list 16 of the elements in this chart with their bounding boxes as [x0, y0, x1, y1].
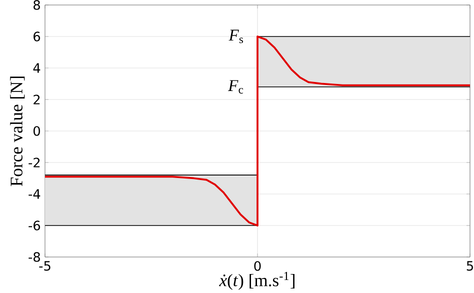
- annotation: F$_{s}$: [228, 30, 243, 44]
- x-axis-title: ẋ(t) [m.s$^{-1}$]: [219, 272, 294, 290]
- y-tick-label: 8: [34, 0, 40, 10]
- y-tick-label: -8: [28, 252, 40, 262]
- y-tick-label: -4: [28, 189, 40, 199]
- x-tick-label: -5: [39, 261, 50, 271]
- y-tick-label: 2: [34, 94, 40, 104]
- y-axis-title: Force value [N]: [10, 76, 25, 186]
- y-tick-label: 0: [34, 126, 40, 136]
- y-tick-label: -2: [28, 158, 40, 168]
- y-tick-label: 4: [33, 63, 40, 73]
- annotation: F$_{c}$: [228, 80, 244, 94]
- x-tick-label: 5: [466, 261, 473, 271]
- y-tick-label: 6: [34, 32, 40, 42]
- x-tick-label: 0: [254, 261, 261, 271]
- y-tick-label: -6: [28, 220, 40, 230]
